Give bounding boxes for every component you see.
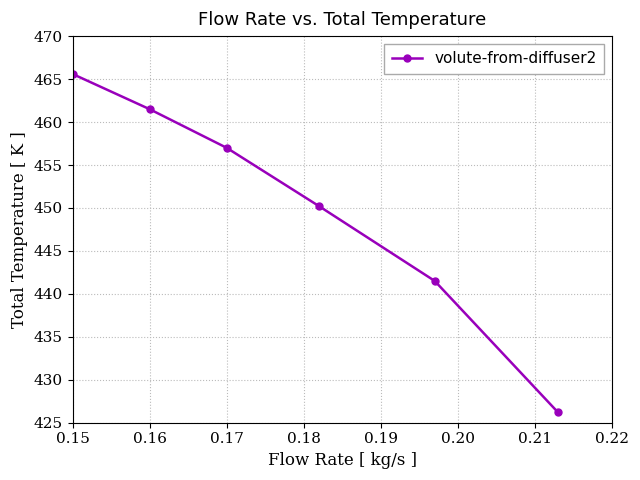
volute-from-diffuser2 — [223, 145, 230, 151]
Y-axis label: Total Temperature [ K ]: Total Temperature [ K ] — [11, 131, 28, 328]
Title: Flow Rate vs. Total Temperature: Flow Rate vs. Total Temperature — [198, 11, 486, 29]
X-axis label: Flow Rate [ kg/s ]: Flow Rate [ kg/s ] — [268, 452, 417, 469]
volute-from-diffuser2 — [431, 278, 438, 284]
volute-from-diffuser2 — [554, 409, 562, 415]
volute-from-diffuser2 — [68, 71, 76, 77]
Line: volute-from-diffuser2: volute-from-diffuser2 — [69, 71, 561, 416]
volute-from-diffuser2 — [146, 107, 154, 112]
volute-from-diffuser2 — [316, 204, 323, 209]
Legend: volute-from-diffuser2: volute-from-diffuser2 — [384, 44, 604, 74]
